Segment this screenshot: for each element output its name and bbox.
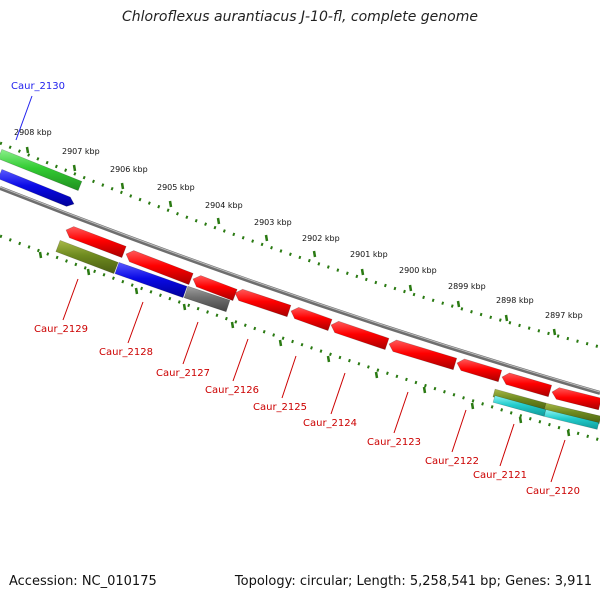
gene-label: Caur_2125: [253, 402, 307, 413]
gene-feature: [125, 250, 194, 285]
scale-label: 2899 kbp: [448, 282, 486, 291]
scale-label: 2905 kbp: [157, 183, 195, 192]
tick-mark: [456, 300, 461, 308]
tick-mark: [518, 416, 523, 424]
scale-label: 2907 kbp: [62, 147, 100, 156]
scale-label: 2897 kbp: [545, 311, 583, 320]
page-title: Chloroflexus aurantiacus J-10-fl, comple…: [122, 9, 478, 25]
tick-mark: [566, 429, 571, 437]
gene-feature: [543, 409, 600, 430]
scale-label: 2902 kbp: [302, 234, 340, 243]
gene-leader-line: [62, 278, 79, 321]
backbone-line: [0, 186, 600, 395]
tick-mark: [504, 314, 509, 322]
gene-feature: [388, 339, 458, 371]
scale-labels: 2908 kbp 2907 kbp 2906 kbp 2905 kbp 2904 kbp…: [14, 128, 583, 320]
gene-feature: [114, 261, 188, 299]
gene-label: Caur_2124: [303, 418, 357, 429]
gene-feature: [456, 358, 503, 383]
gene-label: Caur_2122: [425, 456, 479, 467]
gene-label: Caur_2120: [526, 486, 580, 497]
gene-label: Caur_2123: [367, 437, 421, 448]
tick-mark: [182, 303, 187, 311]
gene-leader-line: [451, 409, 467, 453]
tick-mark: [422, 386, 427, 394]
tick-mark: [216, 217, 221, 225]
tick-mark: [360, 268, 365, 276]
outer-tick-ring: [0, 141, 600, 349]
gene-leader-line: [182, 321, 199, 365]
gene-feature: [234, 288, 292, 318]
gene-leader-line: [15, 95, 33, 141]
tick-mark: [72, 164, 77, 172]
tick-mark: [86, 268, 91, 276]
gene-leader-line: [330, 372, 346, 415]
gene-feature: [290, 307, 333, 332]
scale-label: 2901 kbp: [350, 250, 388, 259]
tick-mark: [230, 321, 235, 329]
accession-label: Accession: NC_010175: [9, 574, 157, 589]
backbone-highlight: [0, 186, 600, 393]
gene-feature: [183, 285, 231, 313]
gene-label: Caur_2126: [205, 385, 259, 396]
gene-label: Caur_2121: [473, 470, 527, 481]
gene-feature: [501, 372, 553, 398]
tick-mark: [312, 250, 317, 258]
tick-mark: [264, 234, 269, 242]
gene-feature: [65, 226, 127, 258]
tick-mark: [168, 200, 173, 208]
gene-feature: [551, 387, 600, 411]
gene-label: Caur_2128: [99, 347, 153, 358]
tick-mark: [38, 251, 43, 259]
gene-feature: [0, 168, 75, 207]
gene-feature: [192, 275, 238, 301]
scale-label: 2900 kbp: [399, 266, 437, 275]
scale-label: 2898 kbp: [496, 296, 534, 305]
gene-feature: [0, 148, 83, 192]
scale-label: 2903 kbp: [254, 218, 292, 227]
gene-leader-line: [232, 338, 249, 382]
gene-leader-line: [393, 391, 409, 434]
tick-mark: [326, 355, 331, 363]
tick-mark: [408, 284, 413, 292]
inner-tick-ring: [0, 234, 600, 442]
tick-mark: [552, 328, 557, 336]
gene-label: Caur_2129: [34, 324, 88, 335]
tick-mark: [25, 146, 30, 154]
tick-mark: [120, 182, 125, 190]
genome-summary: Topology: circular; Length: 5,258,541 bp…: [234, 574, 592, 589]
tick-mark: [134, 287, 139, 295]
scale-label: 2904 kbp: [205, 201, 243, 210]
gene-leader-line: [499, 423, 515, 467]
scale-label: 2906 kbp: [110, 165, 148, 174]
gene-label: Caur_2127: [156, 368, 210, 379]
gene-label: Caur_2130: [11, 81, 65, 92]
gene-feature: [55, 240, 119, 274]
scale-label: 2908 kbp: [14, 128, 52, 137]
tick-mark: [374, 371, 379, 379]
gene-leader-line: [550, 439, 566, 483]
gene-leader-line: [127, 301, 144, 344]
gene-features: [0, 148, 600, 430]
major-ticks: [25, 146, 571, 437]
gene-leader-line: [281, 355, 297, 399]
gene-feature: [330, 320, 390, 351]
tick-mark: [278, 339, 283, 347]
tick-mark: [470, 402, 475, 410]
